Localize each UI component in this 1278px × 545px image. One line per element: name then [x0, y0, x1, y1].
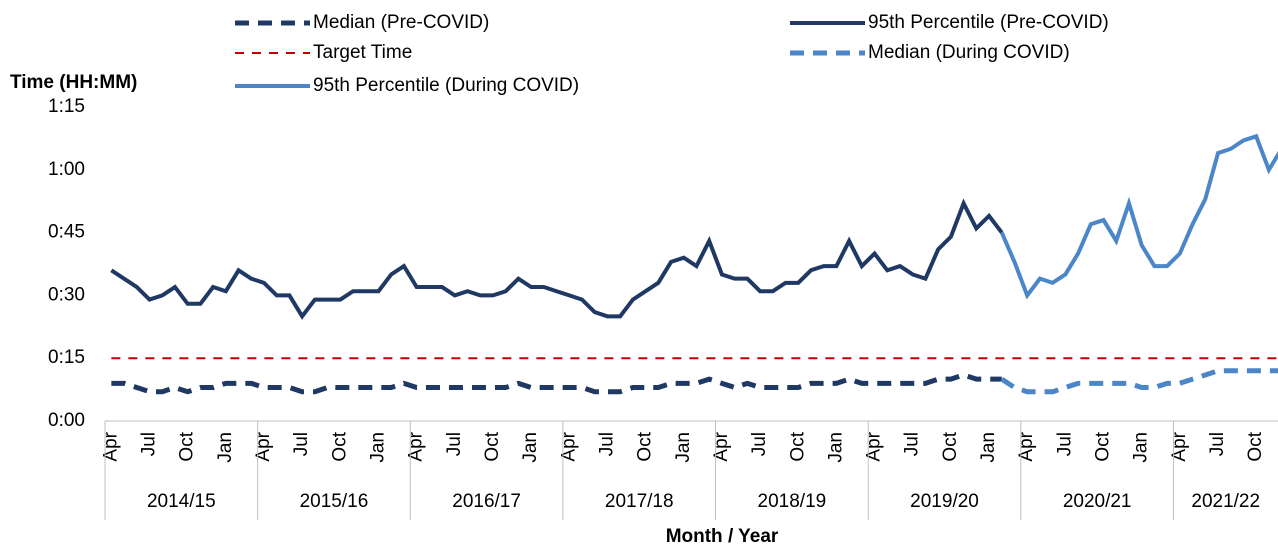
- x-tick-label: Apr: [558, 431, 579, 461]
- x-tick-label: Jul: [291, 432, 312, 456]
- x-tick-label: Oct: [177, 431, 198, 461]
- x-tick-label: Jul: [1207, 432, 1228, 456]
- x-tick-label: Apr: [711, 431, 732, 461]
- series-line: [111, 372, 1002, 395]
- x-tick-label: Oct: [940, 431, 961, 461]
- year-label: 2020/21: [1063, 491, 1132, 512]
- y-axis-label: Time (HH:MM): [10, 72, 137, 93]
- x-tick-label: Jan: [673, 432, 694, 463]
- series-line: [110, 198, 1004, 320]
- x-tick-label: Apr: [253, 431, 274, 461]
- year-label: 2014/15: [147, 491, 216, 512]
- legend-label: 95th Percentile (Pre-COVID): [868, 12, 1109, 33]
- x-tick-label: Jan: [520, 432, 541, 463]
- x-tick-label: Jan: [1131, 432, 1152, 463]
- y-tick-label: 1:00: [48, 159, 85, 180]
- x-tick-label: Oct: [635, 431, 656, 461]
- x-tick-label: Jan: [978, 432, 999, 463]
- series-line: [999, 133, 1278, 300]
- y-tick-label: 1:15: [48, 96, 85, 117]
- y-tick-label: 0:15: [48, 347, 85, 368]
- x-tick-label: Apr: [1169, 431, 1190, 461]
- x-tick-label: Jan: [825, 432, 846, 463]
- legend-label: Median (During COVID): [868, 42, 1070, 63]
- year-label: 2015/16: [300, 491, 369, 512]
- x-tick-label: Jul: [596, 432, 617, 456]
- year-label: 2018/19: [758, 491, 827, 512]
- year-label: 2016/17: [452, 491, 521, 512]
- y-tick-label: 0:00: [48, 410, 85, 431]
- legend-label: Target Time: [313, 42, 412, 63]
- x-tick-label: Oct: [329, 431, 350, 461]
- x-tick-label: Oct: [1093, 431, 1114, 461]
- x-tick-label: Oct: [1245, 431, 1266, 461]
- y-tick-label: 0:30: [48, 284, 85, 305]
- legend-label: Median (Pre-COVID): [313, 12, 489, 33]
- x-tick-label: Apr: [1016, 431, 1037, 461]
- x-axis-label: Month / Year: [666, 526, 779, 545]
- x-tick-label: Jul: [749, 432, 770, 456]
- x-tick-label: Jan: [215, 432, 236, 463]
- year-label: 2017/18: [605, 491, 674, 512]
- legend-label: 95th Percentile (During COVID): [313, 75, 579, 96]
- x-tick-label: Jul: [139, 432, 160, 456]
- y-tick-label: 0:45: [48, 222, 85, 243]
- x-tick-label: Apr: [406, 431, 427, 461]
- x-tick-label: Jul: [1054, 432, 1075, 456]
- x-tick-label: Jan: [367, 432, 388, 463]
- year-label: 2019/20: [910, 491, 979, 512]
- x-tick-label: Oct: [482, 431, 503, 461]
- x-tick-label: Jul: [444, 432, 465, 456]
- year-label: 2021/22: [1191, 491, 1260, 512]
- x-tick-label: Jul: [902, 432, 923, 456]
- x-tick-label: Apr: [100, 431, 121, 461]
- x-tick-label: Apr: [864, 431, 885, 461]
- x-tick-label: Oct: [787, 431, 808, 461]
- series-line: [1000, 368, 1278, 395]
